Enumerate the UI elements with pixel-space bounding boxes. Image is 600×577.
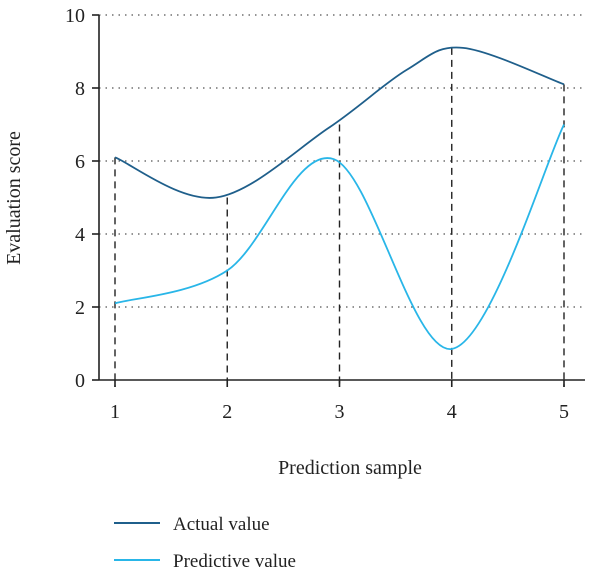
y-axis-title: Evaluation score (3, 131, 25, 265)
legend-label-actual-value: Actual value (173, 514, 270, 535)
x-tick-label-5: 5 (559, 401, 569, 423)
y-tick-label-2: 2 (75, 297, 85, 319)
drop-lines (114, 47, 565, 387)
series-line-actual-value (114, 46, 565, 199)
series-line-predictive-value (114, 124, 565, 350)
x-tick-label-3: 3 (335, 401, 345, 423)
axes (98, 15, 585, 381)
y-tick-label-8: 8 (75, 78, 85, 100)
y-tick-label-10: 10 (65, 5, 85, 27)
x-tick-label-4: 4 (447, 401, 457, 423)
y-tick-label-0: 0 (75, 370, 85, 392)
legend: Actual value Predictive value (114, 514, 296, 572)
x-tick-label-1: 1 (110, 401, 120, 423)
y-tick-label-4: 4 (75, 224, 85, 246)
y-tick-label-6: 6 (75, 151, 85, 173)
gridlines (99, 14, 585, 308)
legend-label-predictive-value: Predictive value (173, 551, 296, 572)
x-axis-title: Prediction sample (278, 457, 422, 479)
x-tick-label-2: 2 (222, 401, 232, 423)
series (114, 46, 565, 350)
